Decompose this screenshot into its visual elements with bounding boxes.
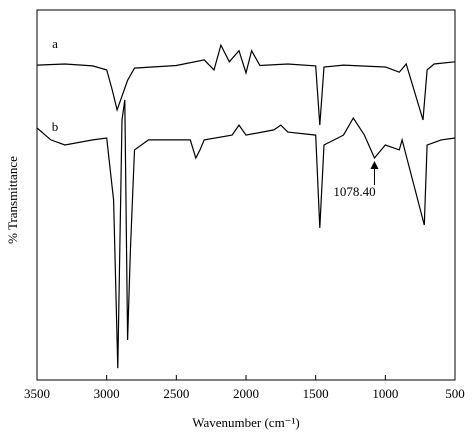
annotation-arrowhead [370,161,379,169]
x-tick-label: 2000 [233,386,259,401]
x-axis-label: Wavenumber (cm⁻¹) [192,415,300,430]
y-axis-label: % Transmittance [5,156,20,244]
spectrum-line [36,99,456,369]
x-tick-label: 500 [445,386,465,401]
x-tick-label: 3500 [24,386,50,401]
curve-label: b [52,119,59,134]
x-tick-label: 1500 [303,386,329,401]
curve-label: a [52,36,58,51]
x-tick-label: 3000 [94,386,120,401]
plot-frame [36,9,456,381]
annotation-text: 1078.40 [333,184,375,199]
x-tick-label: 2500 [163,386,189,401]
x-tick-label: 1000 [372,386,398,401]
spectrum-line [36,43,456,126]
